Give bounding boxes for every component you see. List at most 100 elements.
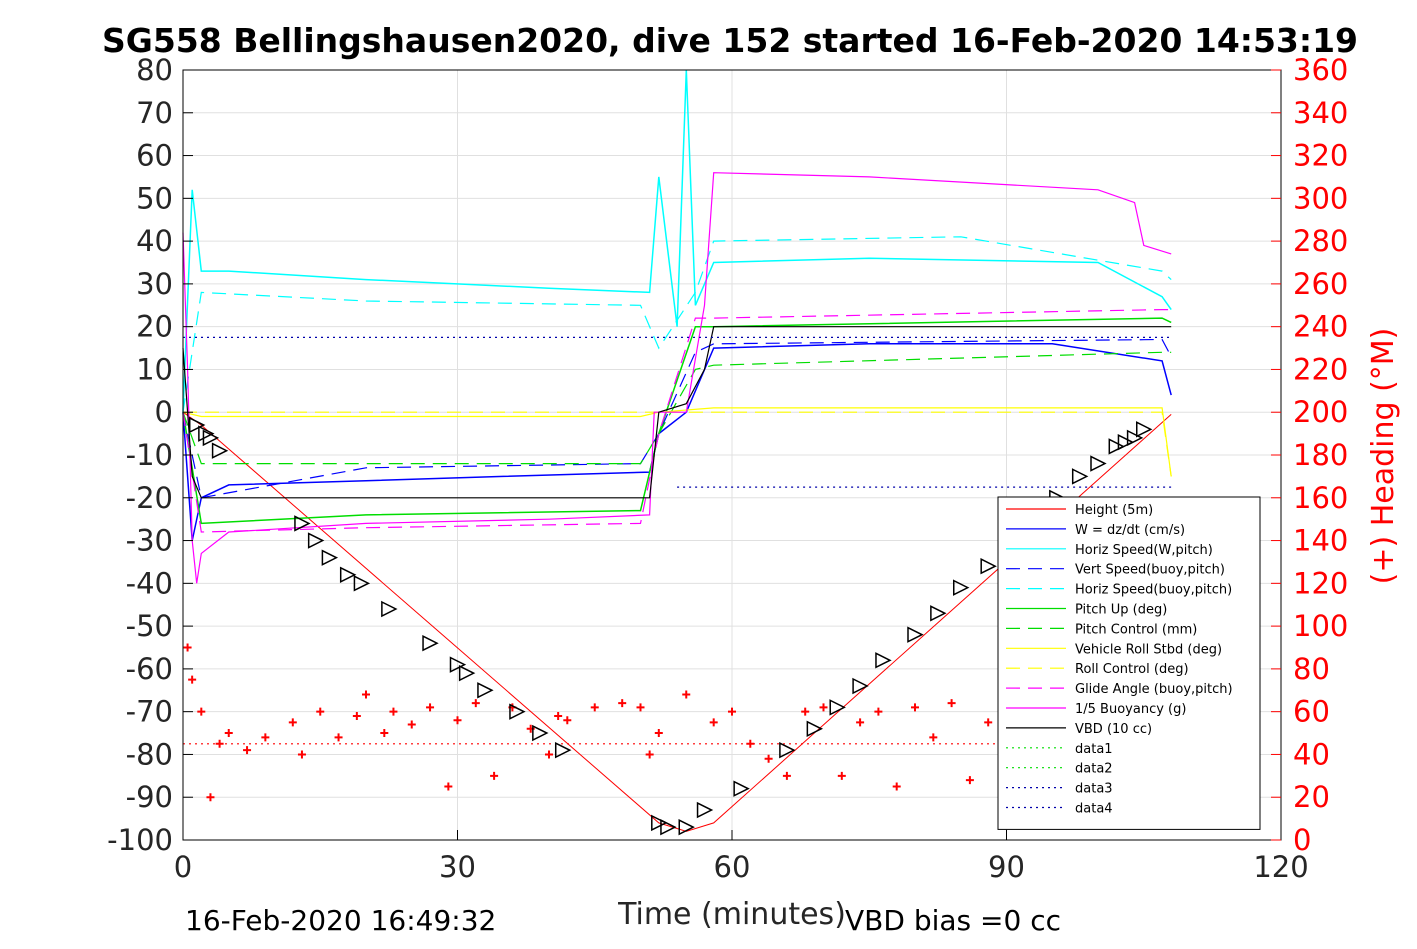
heading-point <box>215 739 224 748</box>
legend-label: data2 <box>1075 762 1113 777</box>
right-tick-label: 360 <box>1293 53 1348 87</box>
right-tick-label: 260 <box>1293 267 1348 301</box>
control-marker <box>211 442 229 459</box>
right-tick-label: 160 <box>1293 481 1348 515</box>
y-tick-label: -40 <box>126 566 173 600</box>
legend-label: Horiz Speed(W,pitch) <box>1075 543 1213 558</box>
y-tick-label: 70 <box>136 96 173 130</box>
x-tick-label: 30 <box>439 850 476 884</box>
heading-point <box>261 733 270 742</box>
right-tick-label: 140 <box>1293 524 1348 558</box>
right-axis-label: (+) Heading (°M) <box>1366 328 1401 585</box>
heading-point <box>206 793 215 802</box>
y-tick-label: 50 <box>136 181 173 215</box>
right-tick-label: 40 <box>1293 737 1330 771</box>
heading-point <box>746 739 755 748</box>
y-tick-label: 0 <box>155 395 173 429</box>
heading-point <box>837 771 846 780</box>
heading-point <box>407 720 416 729</box>
heading-point <box>352 711 361 720</box>
right-tick-label: 340 <box>1293 96 1348 130</box>
heading-point <box>297 750 306 759</box>
control-marker <box>678 818 695 836</box>
control-marker <box>202 429 220 447</box>
control-marker <box>852 677 869 695</box>
footer-timestamp: 16-Feb-2020 16:49:32 <box>185 904 496 937</box>
heading-point <box>856 718 865 727</box>
heading-point <box>316 707 325 716</box>
y-tick-label: 60 <box>136 139 173 173</box>
control-marker <box>660 818 677 836</box>
series-line-horiz_buoy <box>182 236 1172 413</box>
control-marker <box>875 652 892 669</box>
heading-point <box>984 718 993 727</box>
heading-point <box>682 690 691 699</box>
legend-label: Glide Angle (buoy,pitch) <box>1075 682 1233 697</box>
control-marker <box>651 814 668 832</box>
legend-label: Vehicle Roll Stbd (deg) <box>1075 642 1222 657</box>
control-marker <box>733 780 750 797</box>
heading-point <box>590 703 599 712</box>
heading-point <box>728 707 736 716</box>
heading-point <box>563 716 572 725</box>
legend-box <box>997 496 1261 830</box>
control-marker <box>1117 433 1135 451</box>
heading-point <box>654 729 663 738</box>
control-marker <box>907 626 924 643</box>
heading-point <box>645 750 654 759</box>
control-marker <box>188 416 206 434</box>
control-marker <box>953 579 970 596</box>
control-marker <box>1136 421 1153 438</box>
y-tick-label: 30 <box>136 267 173 301</box>
heading-point <box>288 718 297 727</box>
heading-point <box>444 782 453 791</box>
y-tick-label: -90 <box>126 780 173 814</box>
legend-label: Pitch Up (deg) <box>1075 603 1167 618</box>
y-tick-label: -20 <box>126 481 173 515</box>
y-tick-label: -100 <box>107 823 173 857</box>
legend-label: VBD (10 cc) <box>1075 722 1152 737</box>
heading-point <box>782 771 791 780</box>
legend-label: Height (5m) <box>1075 503 1153 518</box>
control-marker <box>980 558 997 575</box>
series-line-vbd <box>182 326 1172 499</box>
control-marker <box>381 600 398 618</box>
heading-point <box>892 782 901 791</box>
control-marker <box>458 664 476 682</box>
control-marker <box>449 656 467 673</box>
right-tick-label: 100 <box>1293 609 1348 643</box>
control-marker <box>422 635 439 652</box>
control-marker <box>532 724 549 742</box>
heading-point <box>426 703 435 712</box>
legend-label: data3 <box>1075 782 1113 797</box>
y-tick-label: -50 <box>126 609 173 643</box>
heading-point <box>389 707 398 716</box>
control-marker <box>806 720 824 737</box>
legend-label: data4 <box>1075 802 1113 817</box>
chart-title: SG558 Bellingshausen2020, dive 152 start… <box>102 21 1358 60</box>
heading-point <box>947 699 956 708</box>
x-tick-label: 90 <box>988 850 1025 884</box>
legend-label: Pitch Control (mm) <box>1075 622 1197 637</box>
heading-point <box>380 729 389 738</box>
control-marker <box>554 741 572 759</box>
x-tick-label: 0 <box>174 850 192 884</box>
x-tick-label: 60 <box>714 850 751 884</box>
heading-point <box>618 699 627 708</box>
right-tick-label: 80 <box>1293 652 1330 686</box>
y-tick-label: -60 <box>126 652 173 686</box>
control-marker <box>353 575 371 592</box>
legend-label: 1/5 Buoyancy (g) <box>1075 702 1186 717</box>
y-tick-label: 20 <box>136 310 173 344</box>
legend-label: Horiz Speed(buoy,pitch) <box>1075 583 1232 598</box>
control-marker <box>477 682 494 699</box>
heading-point <box>709 718 718 727</box>
y-tick-label: -80 <box>126 737 173 771</box>
legend-label: Roll Control (deg) <box>1075 662 1189 677</box>
heading-point <box>554 711 563 720</box>
heading-point <box>636 703 645 712</box>
heading-point <box>764 754 773 763</box>
legend-label: W = dz/dt (cm/s) <box>1075 523 1185 538</box>
